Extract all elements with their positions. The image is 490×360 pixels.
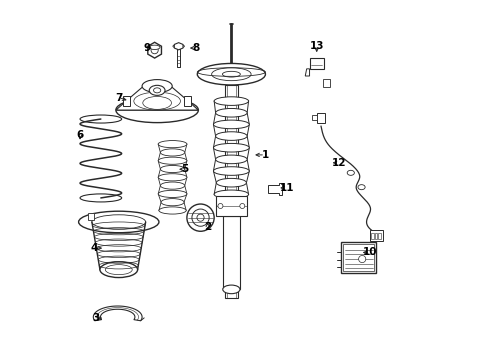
Polygon shape <box>148 42 162 58</box>
Text: 5: 5 <box>181 164 188 174</box>
Ellipse shape <box>358 185 365 190</box>
Ellipse shape <box>216 132 247 140</box>
Ellipse shape <box>214 120 249 129</box>
Ellipse shape <box>158 157 187 164</box>
Bar <box>313 115 317 120</box>
Bar <box>323 79 330 87</box>
Ellipse shape <box>158 174 187 181</box>
Bar <box>224 85 238 298</box>
Polygon shape <box>123 96 130 107</box>
Ellipse shape <box>78 211 159 233</box>
Ellipse shape <box>153 88 161 93</box>
Text: 1: 1 <box>262 150 269 160</box>
Ellipse shape <box>159 207 186 214</box>
Text: 11: 11 <box>279 183 294 193</box>
Text: 7: 7 <box>115 93 122 103</box>
Ellipse shape <box>158 190 187 198</box>
Polygon shape <box>184 96 191 107</box>
Text: 2: 2 <box>204 222 211 232</box>
Bar <box>341 242 376 273</box>
Ellipse shape <box>173 44 184 48</box>
Bar <box>223 216 240 289</box>
Bar <box>310 58 324 69</box>
Ellipse shape <box>187 204 214 231</box>
Polygon shape <box>116 87 198 110</box>
Ellipse shape <box>158 140 187 148</box>
Bar <box>317 113 324 123</box>
Ellipse shape <box>149 85 165 95</box>
Polygon shape <box>305 69 310 76</box>
Bar <box>378 233 381 239</box>
Text: 12: 12 <box>332 158 346 168</box>
Bar <box>216 196 246 216</box>
Ellipse shape <box>151 46 158 54</box>
Ellipse shape <box>197 63 266 85</box>
Ellipse shape <box>240 203 245 208</box>
Bar <box>370 230 383 241</box>
Text: 8: 8 <box>192 43 199 53</box>
Bar <box>177 45 180 67</box>
Ellipse shape <box>142 80 172 93</box>
Text: 4: 4 <box>91 243 98 253</box>
Ellipse shape <box>161 199 184 206</box>
Text: 10: 10 <box>363 247 377 257</box>
Bar <box>375 233 377 239</box>
Bar <box>371 233 374 239</box>
Ellipse shape <box>347 170 354 175</box>
Ellipse shape <box>214 97 248 105</box>
Polygon shape <box>88 213 94 220</box>
Ellipse shape <box>216 179 246 187</box>
Text: 9: 9 <box>143 43 150 53</box>
Text: 3: 3 <box>92 313 99 323</box>
Ellipse shape <box>216 155 247 164</box>
Ellipse shape <box>359 256 366 263</box>
Ellipse shape <box>223 285 240 294</box>
Text: 6: 6 <box>76 130 84 140</box>
Ellipse shape <box>214 167 249 175</box>
Ellipse shape <box>116 98 198 123</box>
Ellipse shape <box>197 214 204 221</box>
Ellipse shape <box>149 45 160 49</box>
Ellipse shape <box>216 108 247 117</box>
Polygon shape <box>174 42 183 50</box>
Bar <box>343 244 374 271</box>
Ellipse shape <box>160 149 185 156</box>
Polygon shape <box>269 183 282 195</box>
Ellipse shape <box>160 166 185 172</box>
Ellipse shape <box>160 182 185 189</box>
Text: 13: 13 <box>310 41 324 51</box>
Ellipse shape <box>214 190 248 199</box>
Ellipse shape <box>214 143 249 152</box>
Ellipse shape <box>218 203 223 208</box>
Ellipse shape <box>100 262 138 278</box>
Polygon shape <box>93 306 142 321</box>
